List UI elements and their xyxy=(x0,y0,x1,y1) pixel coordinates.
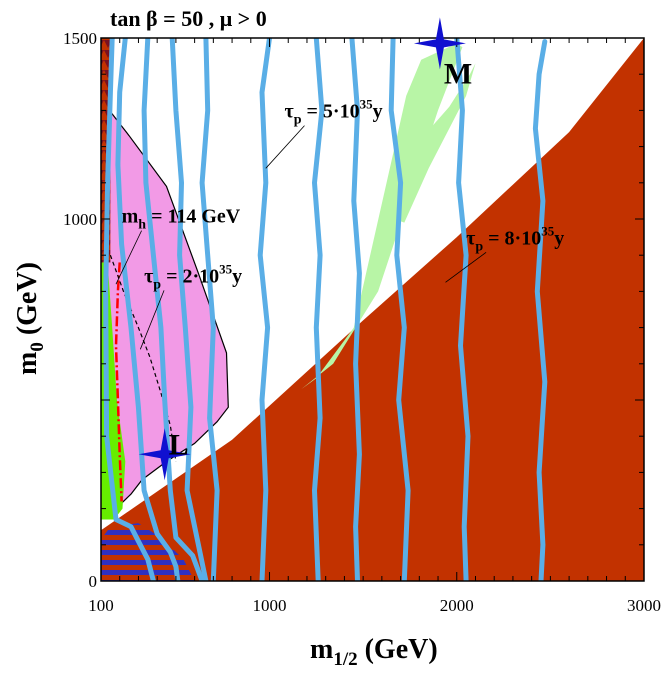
contour-line-9 xyxy=(388,38,411,581)
striped-corner xyxy=(101,523,195,581)
contour-line-10 xyxy=(454,38,471,581)
y-axis-title: m0 (GeV) xyxy=(12,262,48,375)
annotation-tau8: τp = 8·1035y xyxy=(466,223,564,254)
excluded-region xyxy=(101,38,644,581)
y-tick-label: 1000 xyxy=(63,210,97,229)
annotations: mh = 114 GeV τp = 2·1035y τp = 5·1035y τp =… xyxy=(115,97,564,350)
contour-line-7 xyxy=(312,38,325,581)
lifetime-dashed-line xyxy=(109,254,177,462)
annotation-pointer xyxy=(445,252,487,283)
annotation-tau5: τp = 5·1035y xyxy=(284,97,382,128)
x-tick-label: 3000 xyxy=(627,596,661,615)
hatched-strip xyxy=(101,38,111,263)
benchmark-label-M: M xyxy=(444,57,472,90)
benchmark-label-L: L xyxy=(169,428,189,461)
contour-line-11 xyxy=(532,39,548,581)
tick-marks xyxy=(100,37,645,582)
annotation-pointer xyxy=(115,230,142,285)
contour-series-group xyxy=(103,38,548,581)
x-tick-label: 2000 xyxy=(440,596,474,615)
benchmark-points: ML xyxy=(138,17,472,481)
annotation-tau2: τp = 2·1035y xyxy=(144,261,242,292)
x-axis-title: m1/2 (GeV) xyxy=(310,634,438,670)
annotation-mh: mh = 114 GeV xyxy=(122,206,241,233)
tick-labels: 100 1000 2000 3000 0 1000 1500 xyxy=(63,29,661,615)
contour-line-4 xyxy=(169,38,209,581)
higgs-limit-line xyxy=(114,262,123,502)
contour-line-2 xyxy=(115,38,181,581)
annotation-pointer xyxy=(265,125,305,169)
x-tick-label: 1000 xyxy=(253,596,287,615)
contour-line-1 xyxy=(103,38,156,581)
green-band xyxy=(301,43,463,390)
y-tick-label: 0 xyxy=(89,572,98,591)
contour-line-5 xyxy=(199,38,220,581)
plot-frame xyxy=(100,37,645,582)
chart-title: tan β = 50 , μ > 0 xyxy=(110,6,267,31)
benchmark-marker-M xyxy=(413,17,466,70)
contour-line-8 xyxy=(349,38,362,581)
green-band-2 xyxy=(385,63,476,223)
y-tick-label: 1500 xyxy=(63,29,97,48)
contour-line-6 xyxy=(257,38,272,581)
x-tick-label: 100 xyxy=(88,596,114,615)
annotation-pointer xyxy=(139,290,165,350)
benchmark-marker-L xyxy=(138,428,191,481)
contour-line-3 xyxy=(141,38,205,581)
